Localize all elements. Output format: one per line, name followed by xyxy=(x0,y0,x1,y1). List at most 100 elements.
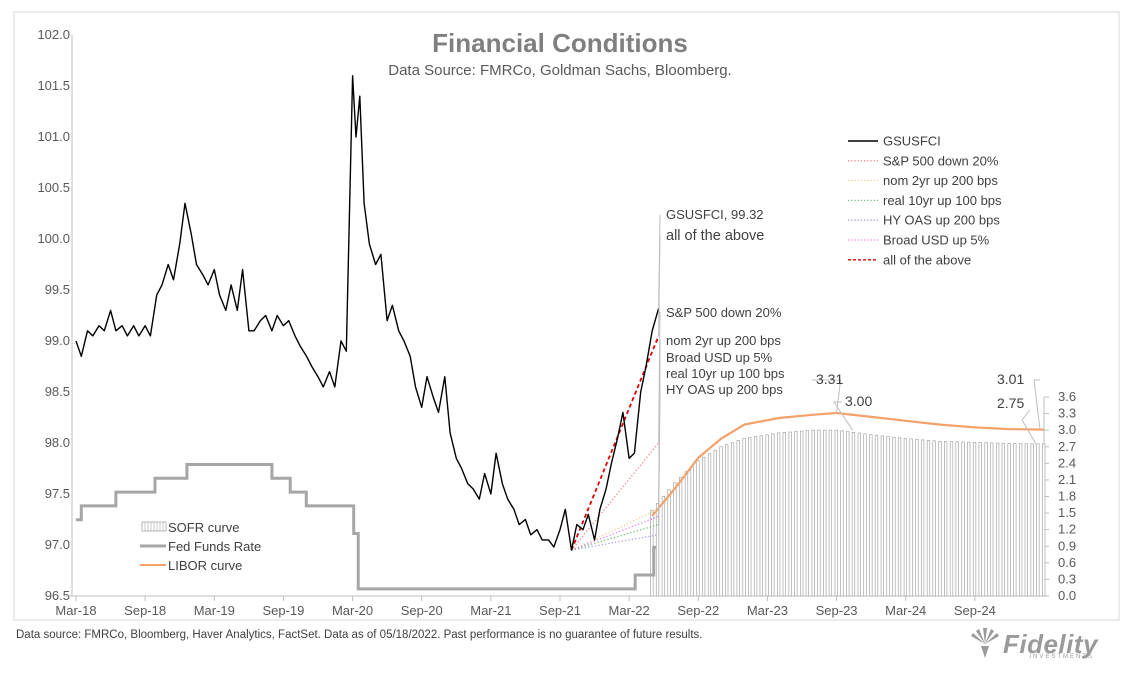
x-tick-label: Sep-22 xyxy=(677,603,719,618)
sofr-bar xyxy=(1001,442,1005,597)
nom2yr-end-label: nom 2yr up 200 bps xyxy=(666,333,781,348)
sofr-bar xyxy=(1007,443,1011,597)
legend-label: LIBOR curve xyxy=(168,558,242,573)
nom2yr-line xyxy=(571,508,659,551)
sofr-bar xyxy=(661,496,666,597)
libor-peak-label: 3.31 xyxy=(816,371,843,387)
y-right-tick-label: 0.3 xyxy=(1058,571,1076,586)
y-right-tick-label: 3.6 xyxy=(1058,389,1076,404)
sofr-bar xyxy=(713,449,717,597)
sofr-bar xyxy=(823,429,827,597)
sofr-bar xyxy=(961,441,965,597)
chart-title: Financial Conditions xyxy=(432,28,688,58)
x-tick-label: Sep-19 xyxy=(262,603,304,618)
sofr-bar xyxy=(748,437,752,597)
x-tick-label: Sep-24 xyxy=(954,603,996,618)
y-right-tick-label: 0.6 xyxy=(1058,555,1076,570)
y-right-tick-label: 0.9 xyxy=(1058,538,1076,553)
y-right-tick-label: 1.5 xyxy=(1058,505,1076,520)
libor-last-label: 3.01 xyxy=(997,371,1024,387)
logo-text: Fidelity xyxy=(1002,629,1098,659)
sofr-peak-label: 3.00 xyxy=(845,393,872,409)
sofr-last-label: 2.75 xyxy=(997,395,1024,411)
y-right-tick-label: 0.0 xyxy=(1058,588,1076,603)
y-right-tick-label: 3.0 xyxy=(1058,422,1076,437)
sofr-bar xyxy=(851,432,856,597)
all-above-leader xyxy=(658,234,661,336)
sofr-bar xyxy=(972,441,977,597)
sofr-bar xyxy=(990,442,994,597)
footnote: Data source: FMRCo, Bloomberg, Haver Ana… xyxy=(16,629,703,641)
hyoas-leader xyxy=(658,388,661,535)
y-left-tick-label: 96.5 xyxy=(45,588,70,603)
legend-label: S&P 500 down 20% xyxy=(883,153,999,168)
sofr-bar xyxy=(1019,443,1023,597)
y-right-tick-label: 1.2 xyxy=(1058,522,1076,537)
chart-subtitle: Data Source: FMRCo, Goldman Sachs, Bloom… xyxy=(388,62,732,79)
sofr-bar xyxy=(800,430,804,597)
sofr-bar xyxy=(730,442,735,597)
sofr-bar xyxy=(874,434,879,597)
sp500-end-label: S&P 500 down 20% xyxy=(666,305,782,320)
sofr-bar xyxy=(915,439,919,597)
x-tick-label: Mar-24 xyxy=(885,603,926,618)
sofr-bar xyxy=(892,436,896,597)
sofr-bar xyxy=(984,442,988,597)
y-right-tick-label: 3.3 xyxy=(1058,406,1076,421)
sofr-peak-leader xyxy=(833,401,853,431)
sofr-bar xyxy=(678,476,683,597)
hyoas-line xyxy=(571,534,659,551)
sofr-bar xyxy=(696,460,700,597)
logo-subtext: INVESTMENTS xyxy=(1029,654,1094,660)
sofr-bar xyxy=(863,433,867,597)
y-left-tick-label: 101.5 xyxy=(37,78,70,93)
y-left-tick-label: 98.0 xyxy=(45,435,70,450)
y-left-tick-label: 102.0 xyxy=(37,27,70,42)
x-tick-label: Mar-23 xyxy=(747,603,788,618)
sofr-bar xyxy=(869,434,873,597)
legend-label: all of the above xyxy=(883,252,971,267)
hyoas-end-label: HY OAS up 200 bps xyxy=(666,382,783,397)
y-left-tick-label: 101.0 xyxy=(37,129,70,144)
usd-end-label: Broad USD up 5% xyxy=(666,350,773,365)
y-right-tick-label: 2.1 xyxy=(1058,472,1076,487)
sofr-bar xyxy=(777,432,781,597)
sofr-bar xyxy=(1030,443,1034,597)
sofr-bar xyxy=(886,436,890,597)
y-right-tick-label: 2.7 xyxy=(1058,439,1076,454)
x-tick-label: Mar-19 xyxy=(194,603,235,618)
sofr-last-leader xyxy=(1021,409,1037,445)
sofr-bar xyxy=(782,432,786,597)
sofr-bar xyxy=(771,433,775,597)
sofr-bar xyxy=(702,456,706,597)
sofr-bar xyxy=(932,440,936,597)
sofr-bar xyxy=(707,453,712,597)
sofr-bar xyxy=(926,439,931,597)
sofr-bar xyxy=(840,430,844,597)
legend-bottom-left: SOFR curve Fed Funds Rate LIBOR curve xyxy=(140,520,261,573)
x-tick-label: Mar-18 xyxy=(55,603,96,618)
sofr-bar xyxy=(742,438,746,597)
sofr-bar xyxy=(753,436,758,597)
sofr-bar xyxy=(817,429,821,597)
fidelity-emblem-icon xyxy=(970,628,999,658)
y-left-tick-label: 97.0 xyxy=(45,537,70,552)
y-left-tick-label: 97.5 xyxy=(45,486,70,501)
sofr-bar xyxy=(909,438,913,597)
y-left-tick-label: 100.5 xyxy=(37,180,70,195)
x-tick-label: Sep-21 xyxy=(539,603,581,618)
y-left-tick-label: 99.0 xyxy=(45,333,70,348)
sofr-bar xyxy=(846,431,850,597)
sp500-line xyxy=(570,442,660,551)
fed-funds-line xyxy=(76,462,657,591)
real10yr-end-label: real 10yr up 100 bps xyxy=(666,366,785,381)
legend-label: Broad USD up 5% xyxy=(883,233,990,248)
x-tick-label: Mar-20 xyxy=(332,603,373,618)
x-tick-label: Sep-20 xyxy=(401,603,443,618)
sofr-bar xyxy=(1042,443,1046,597)
y-left-tick-label: 98.5 xyxy=(45,384,70,399)
sofr-bar xyxy=(938,440,942,597)
x-tick-label: Sep-23 xyxy=(816,603,858,618)
sofr-bar xyxy=(903,438,908,597)
y-right-tick-label: 2.4 xyxy=(1058,455,1076,470)
